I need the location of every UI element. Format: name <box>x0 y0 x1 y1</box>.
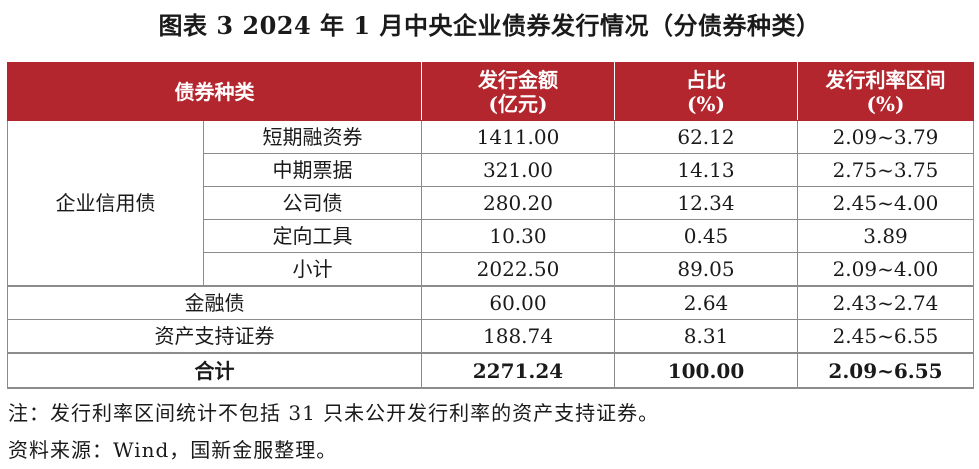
footnote: 注：发行利率区间统计不包括 31 只未公开发行利率的资产支持证券。 <box>8 401 660 425</box>
table-row: 金融债 60.00 2.64 2.43~2.74 <box>7 285 974 320</box>
row-rate: 2.09~4.00 <box>797 252 974 287</box>
table-row: 资产支持证券 188.74 8.31 2.45~6.55 <box>7 319 974 354</box>
row-amount: 10.30 <box>421 219 615 253</box>
header-amount-unit: (亿元) <box>488 91 548 116</box>
header-row: 债券种类 发行金额 (亿元) 占比 (%) 发行利率区间 (%) <box>7 62 974 121</box>
row-share: 2.64 <box>614 285 798 320</box>
row-amount: 1411.00 <box>421 120 615 154</box>
row-rate: 2.45~4.00 <box>797 186 974 220</box>
row-share: 62.12 <box>614 120 798 154</box>
header-rate: 发行利率区间 (%) <box>797 62 974 121</box>
row-share: 89.05 <box>614 252 798 287</box>
row-amount: 60.00 <box>421 285 615 320</box>
row-rate: 2.45~6.55 <box>797 319 974 354</box>
row-amount: 280.20 <box>421 186 615 220</box>
row-share: 12.34 <box>614 186 798 220</box>
row-name: 资产支持证券 <box>7 319 422 354</box>
row-rate: 2.43~2.74 <box>797 285 974 320</box>
header-amount: 发行金额 (亿元) <box>421 62 615 121</box>
header-share-unit: (%) <box>687 91 725 116</box>
row-share: 0.45 <box>614 219 798 253</box>
total-amount: 2271.24 <box>421 352 615 389</box>
row-name: 金融债 <box>7 285 422 320</box>
header-amount-label: 发行金额 <box>478 67 558 92</box>
bond-issuance-table: 债券种类 发行金额 (亿元) 占比 (%) 发行利率区间 (%) 企业信用债 短… <box>7 62 974 389</box>
group-label-enterprise-credit: 企业信用债 <box>7 120 204 287</box>
total-label: 合计 <box>7 352 422 389</box>
row-name: 定向工具 <box>203 219 422 253</box>
total-rate: 2.09~6.55 <box>797 352 974 389</box>
table-row: 定向工具 10.30 0.45 3.89 <box>8 219 974 253</box>
row-amount: 188.74 <box>421 319 615 354</box>
row-name: 短期融资券 <box>203 120 422 154</box>
total-share: 100.00 <box>614 352 798 389</box>
table-row: 企业信用债 短期融资券 1411.00 62.12 2.09~3.79 <box>7 120 974 287</box>
row-name: 小计 <box>203 252 422 287</box>
header-bond-type: 债券种类 <box>7 62 422 121</box>
source-note: 资料来源：Wind，国新金服整理。 <box>8 438 338 462</box>
header-share-label: 占比 <box>686 67 726 92</box>
header-share: 占比 (%) <box>614 62 798 121</box>
total-row: 合计 2271.24 100.00 2.09~6.55 <box>7 352 974 389</box>
row-share: 14.13 <box>614 153 798 187</box>
header-rate-unit: (%) <box>866 91 905 116</box>
row-name: 中期票据 <box>203 153 422 187</box>
row-amount: 321.00 <box>421 153 615 187</box>
row-share: 8.31 <box>614 319 798 354</box>
row-rate: 2.75~3.75 <box>797 153 974 187</box>
row-rate: 2.09~3.79 <box>797 120 974 154</box>
row-rate: 3.89 <box>797 219 974 253</box>
table-title: 图表 3 2024 年 1 月中央企业债券发行情况（分债券种类） <box>158 11 821 40</box>
header-rate-label: 发行利率区间 <box>825 67 946 92</box>
row-amount: 2022.50 <box>421 252 615 287</box>
row-name: 公司债 <box>203 186 422 220</box>
